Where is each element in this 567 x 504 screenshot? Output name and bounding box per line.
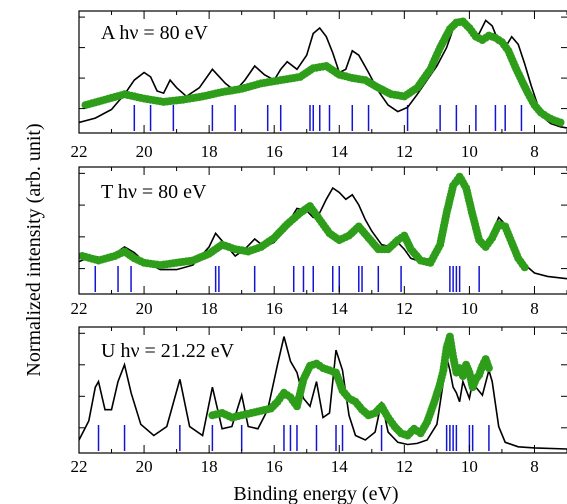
data-point xyxy=(520,263,529,272)
x-tick-label: 18 xyxy=(201,457,218,476)
x-tick-label: 20 xyxy=(136,457,153,476)
x-tick-label: 20 xyxy=(136,299,153,318)
x-axis-title: Binding energy (eV) xyxy=(233,483,398,504)
x-tick-label: 12 xyxy=(396,142,413,161)
x-tick-label: 22 xyxy=(71,299,88,318)
panels-group: 22 20 18 16 14 12 10 8 A hν = 80 eV 22 20 18 16 14 12 1… xyxy=(71,10,567,476)
x-tick-label: 22 xyxy=(71,457,88,476)
x-tick-label: 16 xyxy=(266,142,283,161)
x-tick-label: 12 xyxy=(396,457,413,476)
panel-1: 22 20 18 16 14 12 10 8 A hν = 80 eV xyxy=(71,10,567,161)
panel-2: 22 20 18 16 14 12 10 8 T hν = 80 eV xyxy=(71,166,567,318)
x-tick-label: 18 xyxy=(201,142,218,161)
panel-label: T hν = 80 eV xyxy=(101,181,207,203)
y-axis-title: Normalized intensity (arb. unit) xyxy=(23,123,45,376)
x-tick-label: 14 xyxy=(331,142,349,161)
panel-frame xyxy=(78,166,567,295)
panel-label: A hν = 80 eV xyxy=(101,22,209,44)
panel-frame xyxy=(78,10,567,134)
panel-3: 22 20 18 16 14 12 10 8 U hν = 21.22 eV xyxy=(71,326,567,476)
panel-frame xyxy=(78,326,567,454)
x-tick-label: 22 xyxy=(71,142,88,161)
data-point xyxy=(484,364,493,373)
x-tick-label: 12 xyxy=(396,299,413,318)
x-tick-label: 16 xyxy=(266,457,283,476)
x-tick-label: 10 xyxy=(461,142,478,161)
x-tick-label: 14 xyxy=(331,457,349,476)
x-tick-label: 16 xyxy=(266,299,283,318)
x-tick-label: 10 xyxy=(461,457,478,476)
x-tick-label: 18 xyxy=(201,299,218,318)
x-tick-label: 14 xyxy=(331,299,349,318)
x-tick-label: 8 xyxy=(530,457,539,476)
x-tick-label: 10 xyxy=(461,299,478,318)
x-tick-label: 20 xyxy=(136,142,153,161)
x-tick-label: 8 xyxy=(530,142,539,161)
series-line xyxy=(79,336,567,450)
x-tick-label: 8 xyxy=(530,299,539,318)
panel-label: U hν = 21.22 eV xyxy=(101,340,235,362)
data-point xyxy=(556,118,565,127)
